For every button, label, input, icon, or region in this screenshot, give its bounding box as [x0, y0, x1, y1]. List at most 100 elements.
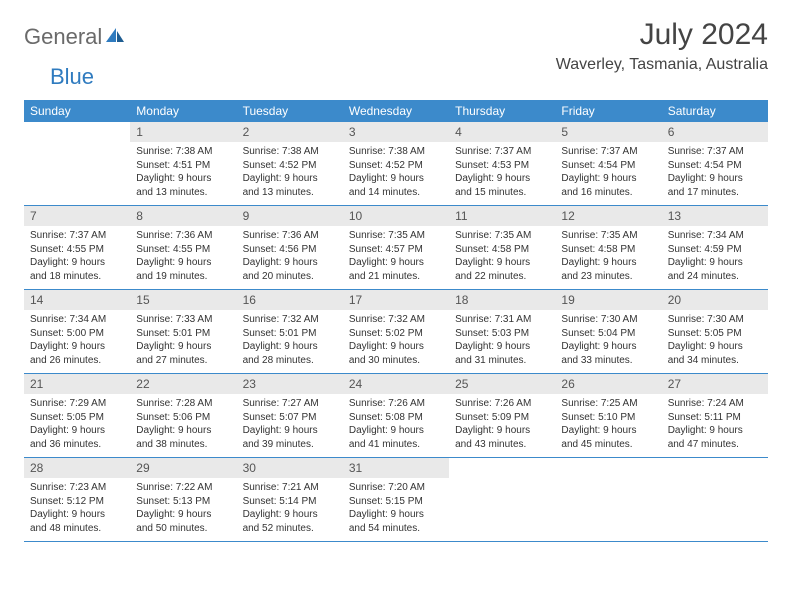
logo-text-blue: Blue: [50, 64, 94, 90]
day-details: Sunrise: 7:30 AMSunset: 5:04 PMDaylight:…: [555, 310, 661, 373]
day-cell: 8Sunrise: 7:36 AMSunset: 4:55 PMDaylight…: [130, 206, 236, 289]
sunrise-text: Sunrise: 7:34 AM: [30, 313, 124, 327]
sunrise-text: Sunrise: 7:37 AM: [668, 145, 762, 159]
sunrise-text: Sunrise: 7:31 AM: [455, 313, 549, 327]
sunset-text: Sunset: 5:14 PM: [243, 495, 337, 509]
sunrise-text: Sunrise: 7:30 AM: [561, 313, 655, 327]
day-details: Sunrise: 7:27 AMSunset: 5:07 PMDaylight:…: [237, 394, 343, 457]
day-cell: 4Sunrise: 7:37 AMSunset: 4:53 PMDaylight…: [449, 122, 555, 205]
day-number: 5: [555, 122, 661, 142]
sunset-text: Sunset: 5:01 PM: [136, 327, 230, 341]
daylight-text: Daylight: 9 hours and 52 minutes.: [243, 508, 337, 535]
sunset-text: Sunset: 5:13 PM: [136, 495, 230, 509]
daylight-text: Daylight: 9 hours and 33 minutes.: [561, 340, 655, 367]
day-cell: 27Sunrise: 7:24 AMSunset: 5:11 PMDayligh…: [662, 374, 768, 457]
sunrise-text: Sunrise: 7:32 AM: [349, 313, 443, 327]
sunrise-text: Sunrise: 7:32 AM: [243, 313, 337, 327]
day-details: Sunrise: 7:31 AMSunset: 5:03 PMDaylight:…: [449, 310, 555, 373]
day-cell: 7Sunrise: 7:37 AMSunset: 4:55 PMDaylight…: [24, 206, 130, 289]
sunrise-text: Sunrise: 7:29 AM: [30, 397, 124, 411]
calendar-grid: SundayMondayTuesdayWednesdayThursdayFrid…: [24, 100, 768, 542]
day-details: Sunrise: 7:21 AMSunset: 5:14 PMDaylight:…: [237, 478, 343, 541]
sunset-text: Sunset: 5:06 PM: [136, 411, 230, 425]
daylight-text: Daylight: 9 hours and 17 minutes.: [668, 172, 762, 199]
daylight-text: Daylight: 9 hours and 43 minutes.: [455, 424, 549, 451]
day-cell: 2Sunrise: 7:38 AMSunset: 4:52 PMDaylight…: [237, 122, 343, 205]
day-number: 11: [449, 206, 555, 226]
day-details: Sunrise: 7:32 AMSunset: 5:02 PMDaylight:…: [343, 310, 449, 373]
sunrise-text: Sunrise: 7:27 AM: [243, 397, 337, 411]
day-details: Sunrise: 7:35 AMSunset: 4:58 PMDaylight:…: [555, 226, 661, 289]
sunrise-text: Sunrise: 7:38 AM: [136, 145, 230, 159]
sunrise-text: Sunrise: 7:30 AM: [668, 313, 762, 327]
day-details: Sunrise: 7:20 AMSunset: 5:15 PMDaylight:…: [343, 478, 449, 541]
sunrise-text: Sunrise: 7:35 AM: [455, 229, 549, 243]
day-cell: 6Sunrise: 7:37 AMSunset: 4:54 PMDaylight…: [662, 122, 768, 205]
weekday-header: Thursday: [449, 100, 555, 122]
day-cell: 15Sunrise: 7:33 AMSunset: 5:01 PMDayligh…: [130, 290, 236, 373]
day-cell: 13Sunrise: 7:34 AMSunset: 4:59 PMDayligh…: [662, 206, 768, 289]
day-cell: 31Sunrise: 7:20 AMSunset: 5:15 PMDayligh…: [343, 458, 449, 541]
sunset-text: Sunset: 5:09 PM: [455, 411, 549, 425]
daylight-text: Daylight: 9 hours and 38 minutes.: [136, 424, 230, 451]
day-cell: 18Sunrise: 7:31 AMSunset: 5:03 PMDayligh…: [449, 290, 555, 373]
daylight-text: Daylight: 9 hours and 19 minutes.: [136, 256, 230, 283]
sunrise-text: Sunrise: 7:21 AM: [243, 481, 337, 495]
day-number: 17: [343, 290, 449, 310]
sunset-text: Sunset: 4:53 PM: [455, 159, 549, 173]
day-cell: 28Sunrise: 7:23 AMSunset: 5:12 PMDayligh…: [24, 458, 130, 541]
day-cell: 30Sunrise: 7:21 AMSunset: 5:14 PMDayligh…: [237, 458, 343, 541]
day-cell: 3Sunrise: 7:38 AMSunset: 4:52 PMDaylight…: [343, 122, 449, 205]
calendar-page: General July 2024 Waverley, Tasmania, Au…: [0, 0, 792, 554]
day-cell: 11Sunrise: 7:35 AMSunset: 4:58 PMDayligh…: [449, 206, 555, 289]
day-details: Sunrise: 7:25 AMSunset: 5:10 PMDaylight:…: [555, 394, 661, 457]
sunset-text: Sunset: 5:15 PM: [349, 495, 443, 509]
day-details: Sunrise: 7:35 AMSunset: 4:58 PMDaylight:…: [449, 226, 555, 289]
day-details: Sunrise: 7:37 AMSunset: 4:55 PMDaylight:…: [24, 226, 130, 289]
sunset-text: Sunset: 5:08 PM: [349, 411, 443, 425]
sunset-text: Sunset: 4:56 PM: [243, 243, 337, 257]
sunrise-text: Sunrise: 7:37 AM: [30, 229, 124, 243]
day-details: Sunrise: 7:37 AMSunset: 4:54 PMDaylight:…: [662, 142, 768, 205]
daylight-text: Daylight: 9 hours and 13 minutes.: [136, 172, 230, 199]
day-cell: 25Sunrise: 7:26 AMSunset: 5:09 PMDayligh…: [449, 374, 555, 457]
sunset-text: Sunset: 5:12 PM: [30, 495, 124, 509]
day-cell: 20Sunrise: 7:30 AMSunset: 5:05 PMDayligh…: [662, 290, 768, 373]
day-number: 26: [555, 374, 661, 394]
day-cell: 1Sunrise: 7:38 AMSunset: 4:51 PMDaylight…: [130, 122, 236, 205]
day-details: Sunrise: 7:38 AMSunset: 4:51 PMDaylight:…: [130, 142, 236, 205]
day-number: 27: [662, 374, 768, 394]
sunset-text: Sunset: 4:57 PM: [349, 243, 443, 257]
daylight-text: Daylight: 9 hours and 34 minutes.: [668, 340, 762, 367]
weekday-header-row: SundayMondayTuesdayWednesdayThursdayFrid…: [24, 100, 768, 122]
day-cell: 14Sunrise: 7:34 AMSunset: 5:00 PMDayligh…: [24, 290, 130, 373]
day-details: Sunrise: 7:34 AMSunset: 4:59 PMDaylight:…: [662, 226, 768, 289]
daylight-text: Daylight: 9 hours and 18 minutes.: [30, 256, 124, 283]
sunset-text: Sunset: 4:58 PM: [455, 243, 549, 257]
week-row: 28Sunrise: 7:23 AMSunset: 5:12 PMDayligh…: [24, 458, 768, 542]
weeks-container: 1Sunrise: 7:38 AMSunset: 4:51 PMDaylight…: [24, 122, 768, 542]
sunrise-text: Sunrise: 7:37 AM: [561, 145, 655, 159]
daylight-text: Daylight: 9 hours and 54 minutes.: [349, 508, 443, 535]
day-number: 16: [237, 290, 343, 310]
daylight-text: Daylight: 9 hours and 24 minutes.: [668, 256, 762, 283]
daylight-text: Daylight: 9 hours and 27 minutes.: [136, 340, 230, 367]
sunrise-text: Sunrise: 7:36 AM: [136, 229, 230, 243]
sail-icon: [104, 26, 126, 49]
sunset-text: Sunset: 4:59 PM: [668, 243, 762, 257]
day-details: Sunrise: 7:26 AMSunset: 5:09 PMDaylight:…: [449, 394, 555, 457]
daylight-text: Daylight: 9 hours and 47 minutes.: [668, 424, 762, 451]
day-number: 30: [237, 458, 343, 478]
day-number: 8: [130, 206, 236, 226]
daylight-text: Daylight: 9 hours and 14 minutes.: [349, 172, 443, 199]
day-number: 2: [237, 122, 343, 142]
empty-day-cell: [662, 458, 768, 541]
sunrise-text: Sunrise: 7:20 AM: [349, 481, 443, 495]
day-number: 14: [24, 290, 130, 310]
day-number: 10: [343, 206, 449, 226]
sunset-text: Sunset: 5:10 PM: [561, 411, 655, 425]
day-details: Sunrise: 7:22 AMSunset: 5:13 PMDaylight:…: [130, 478, 236, 541]
daylight-text: Daylight: 9 hours and 26 minutes.: [30, 340, 124, 367]
day-number: 29: [130, 458, 236, 478]
daylight-text: Daylight: 9 hours and 28 minutes.: [243, 340, 337, 367]
